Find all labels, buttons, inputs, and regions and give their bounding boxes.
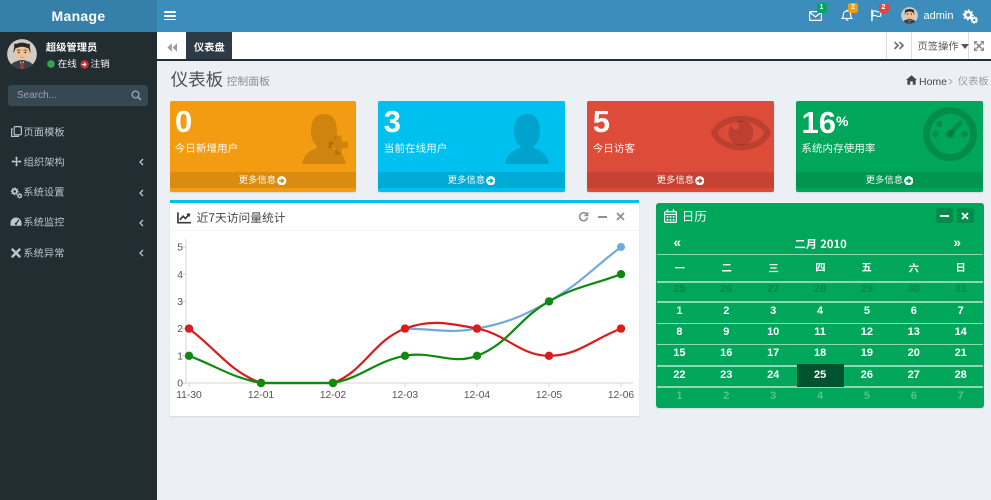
svg-text:4: 4 [177,270,183,281]
svg-text:12-03: 12-03 [391,390,418,401]
svg-text:12-04: 12-04 [463,390,490,401]
svg-text:3: 3 [177,297,183,308]
svg-text:11-30: 11-30 [176,390,202,401]
svg-text:5: 5 [177,243,183,254]
svg-text:0: 0 [177,379,183,390]
svg-text:1: 1 [177,351,183,362]
svg-text:12-02: 12-02 [319,390,346,401]
svg-text:2: 2 [177,324,183,335]
svg-text:12-01: 12-01 [247,390,274,401]
svg-text:12-06: 12-06 [607,390,634,401]
svg-text:12-05: 12-05 [535,390,562,401]
